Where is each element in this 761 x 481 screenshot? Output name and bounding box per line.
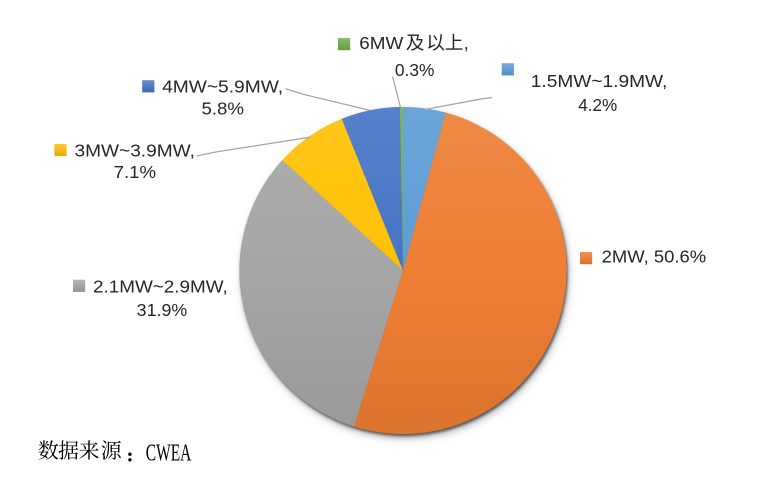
svg-text:6MW: 6MW <box>359 33 403 53</box>
svg-text:4MW~5.9MW,: 4MW~5.9MW, <box>162 76 283 96</box>
svg-text:2MW, 50.6%: 2MW, 50.6% <box>602 247 707 267</box>
svg-text:1.5MW~1.9MW,: 1.5MW~1.9MW, <box>531 71 668 91</box>
svg-text:,: , <box>464 33 469 53</box>
svg-text:5.8%: 5.8% <box>202 98 245 118</box>
svg-text:3MW~3.9MW,: 3MW~3.9MW, <box>75 140 195 160</box>
svg-text:CWEA: CWEA <box>146 441 192 467</box>
svg-text:2.1MW~2.9MW,: 2.1MW~2.9MW, <box>93 277 228 297</box>
svg-text:7.1%: 7.1% <box>114 162 157 182</box>
svg-text:0.3%: 0.3% <box>395 60 435 80</box>
svg-text:4.2%: 4.2% <box>578 95 617 115</box>
svg-text:31.9%: 31.9% <box>137 300 188 320</box>
